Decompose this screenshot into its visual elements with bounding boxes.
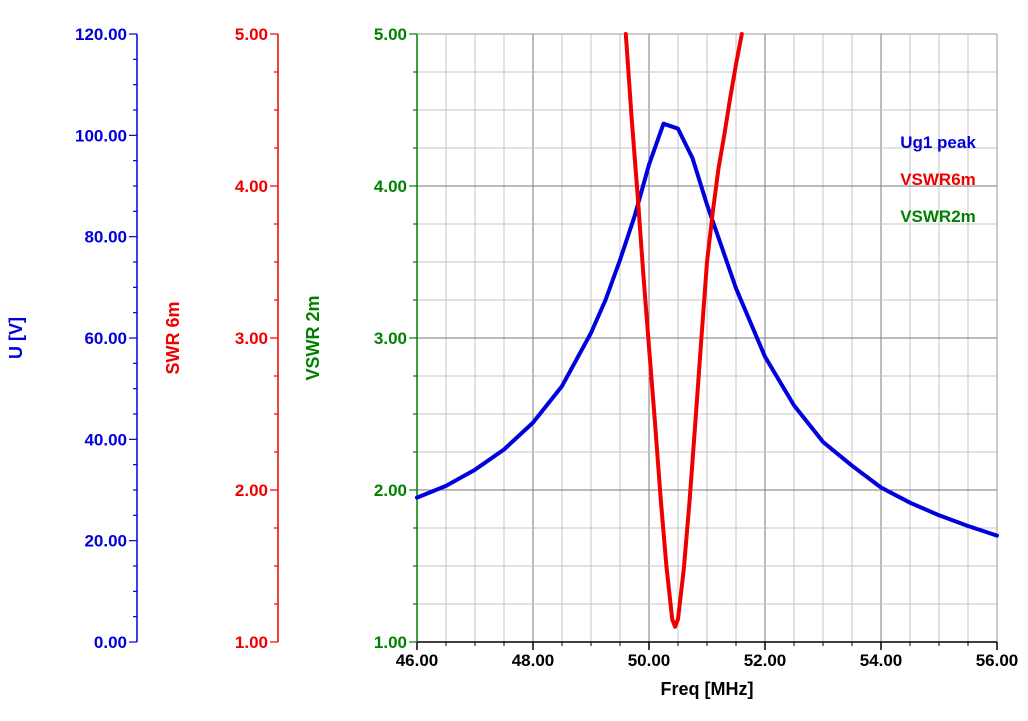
y-tick-label-u: 40.00 bbox=[84, 430, 127, 449]
y-axis-title-vswr2: VSWR 2m bbox=[303, 295, 323, 380]
x-tick-label: 56.00 bbox=[976, 651, 1019, 670]
legend: Ug1 peak VSWR6m VSWR2m bbox=[900, 133, 976, 226]
y-tick-label-u: 120.00 bbox=[75, 25, 127, 44]
y-tick-label-vswr2: 4.00 bbox=[374, 177, 407, 196]
x-tick-label: 46.00 bbox=[396, 651, 439, 670]
y-tick-label-u: 80.00 bbox=[84, 228, 127, 247]
y-tick-label-u: 20.00 bbox=[84, 532, 127, 551]
y-tick-label-u: 0.00 bbox=[94, 633, 127, 652]
axes-group: 46.00 48.00 50.00 52.00 54.00 56.00 0.00 20.00 4… bbox=[6, 25, 1018, 670]
y-tick-label-swr6: 2.00 bbox=[235, 481, 268, 500]
series-group bbox=[415, 32, 999, 629]
plot-grid bbox=[416, 33, 998, 643]
y-tick-label-u: 60.00 bbox=[84, 329, 127, 348]
y-tick-label-vswr2: 5.00 bbox=[374, 25, 407, 44]
y-tick-label-vswr2: 2.00 bbox=[374, 481, 407, 500]
y-axis-title-u: U [V] bbox=[6, 317, 26, 359]
y-tick-label-swr6: 4.00 bbox=[235, 177, 268, 196]
y-tick-label-swr6: 1.00 bbox=[235, 633, 268, 652]
y-tick-label-swr6: 5.00 bbox=[235, 25, 268, 44]
y-tick-label-vswr2: 3.00 bbox=[374, 329, 407, 348]
series-line-ug1-peak bbox=[415, 121, 999, 538]
x-tick-label: 50.00 bbox=[628, 651, 671, 670]
y-tick-label-u: 100.00 bbox=[75, 126, 127, 145]
legend-entry: VSWR6m bbox=[900, 170, 976, 189]
x-tick-label: 48.00 bbox=[512, 651, 555, 670]
legend-entry: VSWR2m bbox=[900, 207, 976, 226]
x-axis-title: Freq [MHz] bbox=[661, 679, 754, 699]
legend-entry: Ug1 peak bbox=[900, 133, 976, 152]
y-axis-title-swr6: SWR 6m bbox=[163, 301, 183, 374]
x-tick-label: 54.00 bbox=[860, 651, 903, 670]
x-tick-label: 52.00 bbox=[744, 651, 787, 670]
y-tick-label-swr6: 3.00 bbox=[235, 329, 268, 348]
series-line-vswr6m bbox=[623, 32, 744, 629]
y-tick-label-vswr2: 1.00 bbox=[374, 633, 407, 652]
